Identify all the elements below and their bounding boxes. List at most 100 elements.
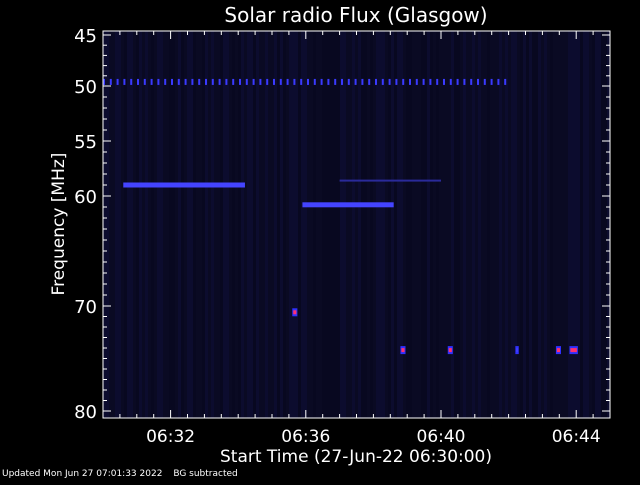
- interference-tick: [211, 78, 214, 85]
- noise-column: [187, 31, 190, 418]
- noise-column: [133, 31, 136, 418]
- noise-column: [604, 31, 607, 418]
- noise-column: [184, 31, 187, 418]
- noise-column: [298, 31, 301, 418]
- noise-column: [565, 31, 568, 418]
- noise-column: [214, 31, 217, 418]
- noise-column: [241, 31, 244, 418]
- interference-tick: [137, 78, 139, 85]
- interference-tick: [266, 78, 269, 85]
- noise-column: [223, 31, 226, 418]
- heatmap-layer: [103, 31, 610, 418]
- noise-column: [535, 31, 538, 418]
- interference-tick: [361, 78, 364, 85]
- interference-tick: [273, 78, 275, 85]
- noise-column: [316, 31, 319, 418]
- noise-column: [454, 31, 457, 418]
- noise-column: [451, 31, 454, 418]
- noise-column: [508, 31, 511, 418]
- interference-tick: [225, 78, 228, 85]
- y-tick-label: 80: [74, 402, 97, 423]
- interference-tick: [320, 78, 323, 85]
- interference-tick: [245, 78, 248, 85]
- emission-band: [123, 182, 245, 188]
- emission-band: [302, 202, 394, 208]
- noise-column: [574, 31, 577, 418]
- noise-column: [550, 31, 553, 418]
- noise-column: [148, 31, 151, 418]
- interference-tick: [327, 78, 330, 85]
- interference-tick: [150, 78, 153, 85]
- noise-column: [493, 31, 496, 418]
- noise-column: [226, 31, 229, 418]
- interference-tick: [205, 78, 207, 85]
- noise-column: [178, 31, 181, 418]
- noise-column: [445, 31, 448, 418]
- noise-column: [304, 31, 307, 418]
- burst-spot: [556, 348, 560, 353]
- noise-column: [337, 31, 340, 418]
- interference-tick: [177, 78, 180, 85]
- interference-tick: [286, 78, 289, 85]
- noise-column: [283, 31, 286, 418]
- interference-tick: [184, 78, 187, 85]
- noise-column: [517, 31, 520, 418]
- noise-column: [457, 31, 460, 418]
- noise-column: [406, 31, 409, 418]
- noise-column: [421, 31, 424, 418]
- interference-tick: [470, 78, 473, 85]
- interference-tick: [239, 78, 241, 85]
- noise-column: [136, 31, 139, 418]
- noise-column: [478, 31, 481, 418]
- noise-column: [157, 31, 160, 418]
- noise-column: [463, 31, 466, 418]
- interference-tick: [123, 78, 126, 85]
- noise-column: [358, 31, 361, 418]
- noise-column: [511, 31, 514, 418]
- interference-tick: [443, 78, 445, 85]
- updated-timestamp: Updated Mon Jun 27 07:01:33 2022: [2, 469, 163, 479]
- noise-column: [295, 31, 298, 418]
- noise-column: [181, 31, 184, 418]
- noise-column: [115, 31, 118, 418]
- interference-tick: [157, 78, 160, 85]
- noise-column: [526, 31, 529, 418]
- interference-tick: [395, 78, 398, 85]
- noise-column: [388, 31, 391, 418]
- noise-column: [490, 31, 493, 418]
- interference-tick: [456, 78, 459, 85]
- y-tick-label: 55: [74, 132, 97, 153]
- noise-column: [607, 31, 610, 418]
- interference-tick: [171, 78, 173, 85]
- noise-column: [568, 31, 571, 418]
- noise-column: [202, 31, 205, 418]
- noise-column: [142, 31, 145, 418]
- noise-column: [112, 31, 115, 418]
- x-tick-label: 06:36: [281, 427, 330, 447]
- noise-column: [580, 31, 583, 418]
- noise-column: [505, 31, 508, 418]
- noise-column: [595, 31, 598, 418]
- noise-column: [496, 31, 499, 418]
- noise-column: [475, 31, 478, 418]
- interference-tick: [477, 78, 479, 85]
- noise-column: [127, 31, 130, 418]
- noise-column: [109, 31, 112, 418]
- noise-column: [538, 31, 541, 418]
- interference-tick: [130, 78, 133, 85]
- interference-tick: [422, 78, 425, 85]
- noise-column: [217, 31, 220, 418]
- interference-tick: [436, 78, 439, 85]
- noise-column: [427, 31, 430, 418]
- interference-tick: [279, 78, 282, 85]
- interference-tick: [293, 78, 296, 85]
- noise-column: [319, 31, 322, 418]
- interference-tick: [334, 78, 337, 85]
- x-tick-label: 06:40: [417, 427, 466, 447]
- noise-column: [313, 31, 316, 418]
- interference-tick: [347, 78, 350, 85]
- x-tick-label: 06:32: [146, 427, 195, 447]
- noise-column: [562, 31, 565, 418]
- noise-column: [160, 31, 163, 418]
- noise-column: [199, 31, 202, 418]
